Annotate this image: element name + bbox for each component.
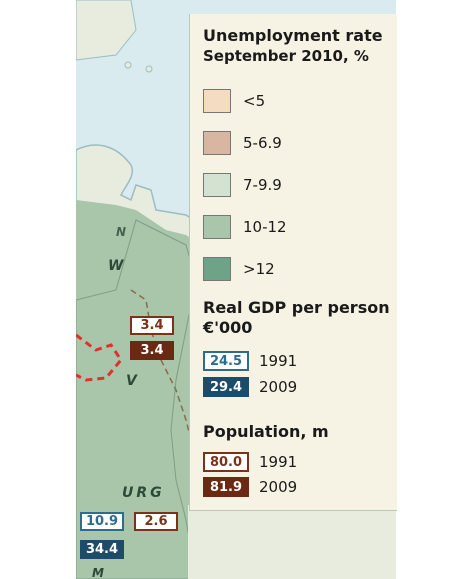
gdp-year-1991: 1991: [259, 352, 298, 370]
swatch-label: 7-9.9: [243, 176, 282, 194]
map-population-2009-bottom: 2.6: [134, 512, 178, 531]
swatch-label: <5: [243, 92, 266, 110]
population-title: Population, m: [203, 422, 329, 441]
population-row-2009: 81.9 2009: [203, 476, 297, 498]
gdp-row-1991: 24.5 1991: [203, 350, 297, 372]
population-legend: Population, m: [190, 422, 329, 442]
population-year-2009: 2009: [259, 478, 298, 496]
population-row-1991: 80.0 1991: [203, 451, 297, 473]
unemployment-title-line1: Unemployment rate: [203, 26, 383, 45]
island: [124, 61, 132, 69]
map-label-w: W: [108, 258, 127, 274]
swatch-label: 5-6.9: [243, 134, 282, 152]
gdp-year-2009: 2009: [259, 378, 298, 396]
border-red-dashed: [76, 333, 123, 382]
swatch: [203, 215, 231, 239]
swatch: [203, 131, 231, 155]
unemployment-item-5-6.9: 5-6.9: [203, 130, 282, 156]
gdp-title-line1: Real GDP per person: [203, 298, 390, 317]
land-right: [188, 505, 396, 579]
map-label-m: M: [92, 566, 107, 579]
gdp-value-2009: 29.4: [203, 377, 249, 397]
population-value-2009: 81.9: [203, 477, 249, 497]
map-label-n: N: [116, 225, 130, 239]
gdp-row-2009: 29.4 2009: [203, 376, 297, 398]
unemployment-legend: Unemployment rate September 2010, %: [190, 26, 383, 66]
unemployment-item-7-9.9: 7-9.9: [203, 172, 282, 198]
region-light: [76, 219, 197, 579]
region-border-dashed: [130, 289, 212, 521]
island: [145, 65, 153, 73]
gdp-legend: Real GDP per person €'000: [190, 298, 390, 338]
unemployment-item-10-12: 10-12: [203, 214, 287, 240]
swatch-label: 10-12: [243, 218, 287, 236]
swatch: [203, 89, 231, 113]
land-upper-left: [76, 0, 137, 61]
swatch: [203, 257, 231, 281]
gdp-title-line2: €'000: [203, 318, 253, 337]
swatch-label: >12: [243, 260, 275, 278]
map-gdp-2009: 34.4: [80, 540, 124, 559]
map-label-v: V: [126, 373, 140, 389]
swatch: [203, 173, 231, 197]
map-label-urg: URG: [122, 485, 165, 501]
map-population-1991: 3.4: [130, 316, 174, 335]
population-value-1991: 80.0: [203, 452, 249, 472]
map-legend: Unemployment rate September 2010, % <5 5…: [189, 14, 397, 511]
unemployment-title-line2: September 2010, %: [203, 47, 369, 65]
unemployment-item-lt5: <5: [203, 88, 265, 114]
population-year-1991: 1991: [259, 453, 298, 471]
unemployment-item-gt12: >12: [203, 256, 275, 282]
map-gdp-1991: 10.9: [80, 512, 124, 531]
map-population-2009: 3.4: [130, 341, 174, 360]
gdp-value-1991: 24.5: [203, 351, 249, 371]
